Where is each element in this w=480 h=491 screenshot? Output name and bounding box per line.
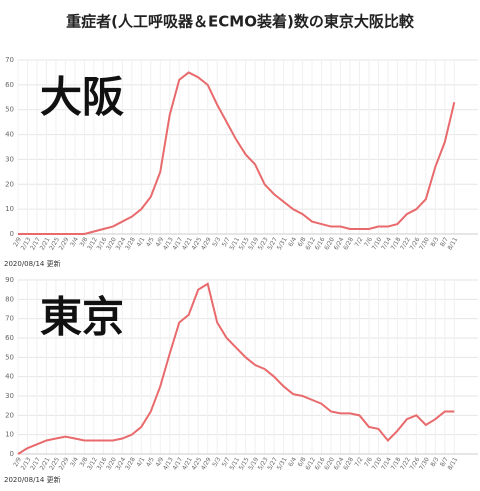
update-note: 2020/08/14 更新 bbox=[4, 259, 61, 268]
y-tick-label: 20 bbox=[5, 180, 14, 188]
x-tick-label: 7/2 bbox=[354, 236, 365, 248]
x-tick-label: 2/9 bbox=[12, 456, 23, 468]
x-tick-label: 3/8 bbox=[79, 456, 90, 468]
data-line bbox=[17, 282, 455, 455]
x-tick-label: 6/8 bbox=[297, 236, 308, 248]
x-tick-label: 8/3 bbox=[429, 236, 440, 248]
y-tick-label: 20 bbox=[5, 411, 14, 419]
x-tick-label: 8/7 bbox=[439, 456, 450, 468]
x-tick-label: 6/8 bbox=[297, 456, 308, 468]
y-tick-label: 40 bbox=[5, 131, 14, 139]
x-tick-label: 8/7 bbox=[439, 236, 450, 248]
x-tick-label: 3/4 bbox=[69, 236, 80, 248]
y-tick-label: 60 bbox=[5, 334, 14, 342]
x-tick-label: 2/9 bbox=[12, 236, 23, 248]
y-tick-label: 10 bbox=[5, 205, 14, 213]
annotation: 大阪 bbox=[40, 73, 124, 122]
y-tick-label: 10 bbox=[5, 431, 14, 439]
x-tick-label: 4/5 bbox=[145, 456, 156, 468]
x-tick-label: 7/6 bbox=[363, 456, 374, 468]
x-tick-label: 7/2 bbox=[354, 456, 365, 468]
y-tick-label: 80 bbox=[5, 295, 14, 303]
y-tick-label: 30 bbox=[5, 392, 14, 400]
x-tick-label: 4/9 bbox=[154, 236, 165, 248]
x-tick-label: 7/6 bbox=[363, 236, 374, 248]
x-tick-label: 4/1 bbox=[135, 456, 146, 468]
update-note: 2020/08/14 更新 bbox=[4, 475, 61, 484]
y-tick-label: 60 bbox=[5, 81, 14, 89]
x-tick-label: 6/4 bbox=[287, 456, 298, 468]
y-tick-label: 70 bbox=[5, 56, 14, 64]
x-tick-label: 5/7 bbox=[221, 236, 232, 248]
y-tick-label: 90 bbox=[5, 276, 14, 284]
data-line bbox=[18, 71, 456, 235]
x-tick-label: 5/7 bbox=[221, 456, 232, 468]
y-tick-label: 30 bbox=[5, 155, 14, 163]
y-tick-label: 50 bbox=[5, 106, 14, 114]
x-tick-label: 3/4 bbox=[69, 456, 80, 468]
x-tick-label: 5/3 bbox=[211, 456, 222, 468]
annotation: 東京 bbox=[40, 293, 124, 342]
y-tick-label: 0 bbox=[10, 230, 14, 238]
y-tick-label: 0 bbox=[10, 450, 14, 458]
x-tick-label: 4/9 bbox=[154, 456, 165, 468]
y-tick-label: 50 bbox=[5, 353, 14, 361]
x-tick-label: 4/5 bbox=[145, 236, 156, 248]
x-tick-label: 3/8 bbox=[79, 236, 90, 248]
page-title: 重症者(人工呼吸器＆ECMO装着)数の東京大阪比較 bbox=[66, 13, 415, 31]
x-tick-label: 4/1 bbox=[135, 236, 146, 248]
x-tick-label: 8/3 bbox=[429, 456, 440, 468]
x-tick-label: 5/3 bbox=[211, 236, 222, 248]
x-tick-label: 6/4 bbox=[287, 236, 298, 248]
y-tick-label: 40 bbox=[5, 373, 14, 381]
y-tick-label: 70 bbox=[5, 315, 14, 323]
